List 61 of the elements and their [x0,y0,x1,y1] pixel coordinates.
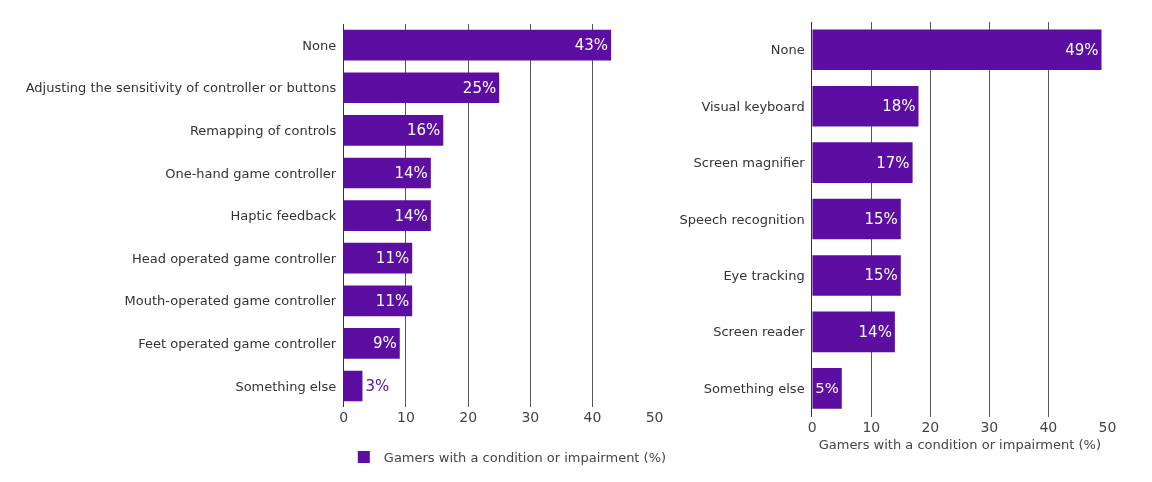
data-label: 14% [858,322,892,341]
bar [812,311,895,353]
y-tick-label: Eye tracking [723,268,805,284]
x-tick-label: 30 [521,409,540,426]
legend-label: Gamers with a condition or impairment (%) [383,450,667,466]
y-tick-label: Mouth-operated game controller [124,293,337,309]
y-tick-label: Something else [235,378,337,394]
x-tick-label: 50 [645,409,664,426]
y-tick-label: Haptic feedback [230,208,337,224]
y-tick-label: Feet operated game controller [138,335,337,351]
data-label: 18% [882,97,916,116]
data-label: 43% [574,36,609,55]
bar [343,115,444,146]
y-tick-label: Head operated game controller [132,250,337,266]
bar [343,285,413,317]
y-tick-label: Adjusting the sensitivity of controller or buttons [25,80,337,96]
bar [812,255,901,296]
data-label: 17% [876,153,910,172]
data-label: 25% [462,78,497,97]
data-label: 14% [394,163,428,182]
x-tick-label: 50 [1098,418,1117,435]
bar [812,85,919,127]
x-tick-label: 0 [339,409,349,426]
x-tick-label: 20 [921,418,940,435]
y-tick-label: One-hand game controller [165,165,337,181]
data-label: 11% [375,291,410,310]
data-label: 15% [864,266,898,285]
y-tick-label: None [770,42,805,58]
data-label: 11% [375,249,410,268]
data-label: 3% [365,377,390,396]
data-label: 49% [1065,40,1099,59]
y-tick-label: Screen magnifier [693,155,806,171]
data-label: 15% [864,210,898,229]
bar [343,157,431,189]
y-tick-label: Visual keyboard [701,98,805,114]
y-tick-label: Screen reader [713,324,806,340]
x-axis-title: Gamers with a condition or impairment (%) [818,437,1101,453]
y-tick-label: Speech recognition [679,211,805,227]
bar [343,29,612,61]
bar [343,200,431,231]
data-label: 5% [815,379,839,397]
bar [343,328,400,359]
x-tick-label: 40 [1039,418,1058,435]
bar [343,72,500,104]
x-tick-label: 30 [980,418,999,435]
y-tick-label: None [302,37,337,53]
x-tick-label: 10 [397,409,415,426]
x-tick-label: 40 [583,409,602,426]
bar [812,198,901,240]
data-label: 9% [372,334,397,353]
bar [812,142,913,183]
data-label: 14% [394,206,428,225]
x-tick-label: 0 [807,418,817,435]
x-tick-label: 20 [459,409,478,426]
y-tick-label: Remapping of controls [189,122,337,138]
data-label: 16% [406,121,441,140]
bar [343,370,363,402]
bar [812,29,1102,71]
x-tick-label: 10 [862,418,881,435]
bar [343,242,413,274]
y-tick-label: Something else [703,380,805,396]
